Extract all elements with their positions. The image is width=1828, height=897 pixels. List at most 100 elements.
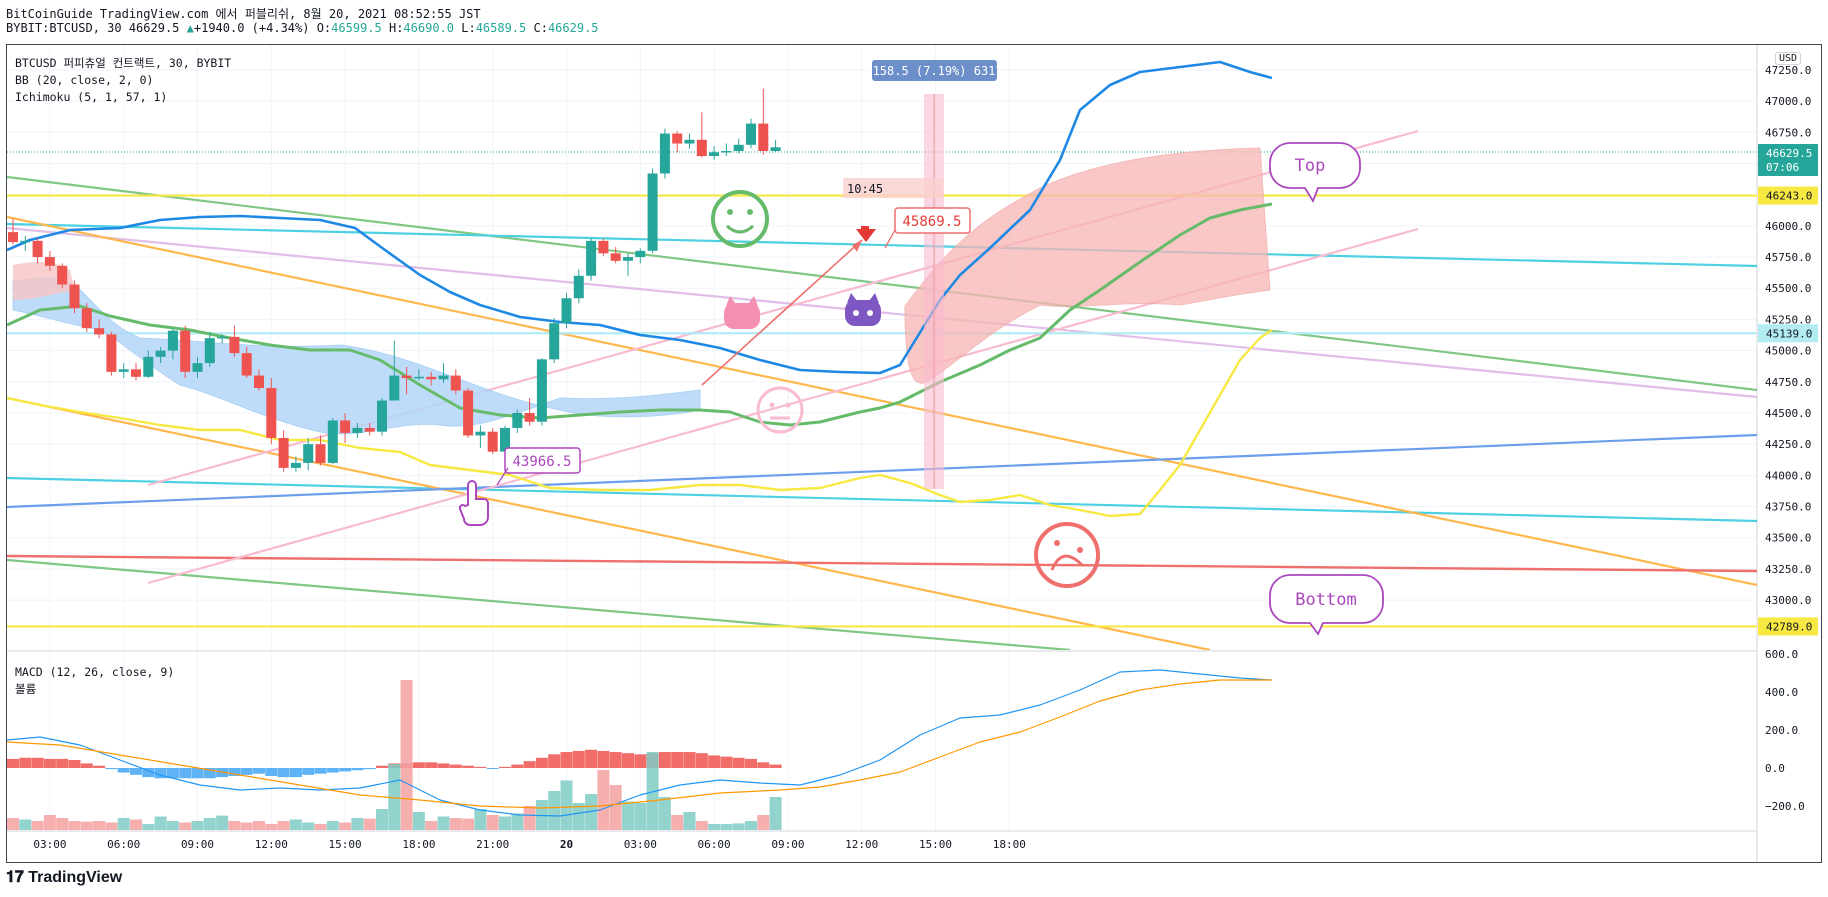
volume-bar bbox=[105, 822, 118, 830]
annotations: 3158.5 (7.19%) 6317 10:45 45869.5 43966.5 To… bbox=[458, 60, 1384, 636]
bottom-label: Bottom bbox=[1295, 590, 1356, 610]
candle-up bbox=[143, 356, 154, 377]
volume-bar bbox=[572, 803, 585, 830]
macd-histogram-bar bbox=[671, 752, 684, 768]
macd-histogram-bar bbox=[572, 750, 585, 768]
volume-bar bbox=[412, 812, 425, 830]
cloud-bearish-right bbox=[904, 147, 1271, 384]
macd-axis-label: 600.0 bbox=[1765, 648, 1798, 661]
candle-down bbox=[131, 369, 141, 377]
candle-up bbox=[20, 240, 31, 243]
volume-bar bbox=[203, 818, 216, 830]
price-axis-label: 43000.0 bbox=[1765, 594, 1811, 607]
candle-down bbox=[266, 388, 277, 438]
candle-up bbox=[438, 375, 449, 380]
volume-bar bbox=[265, 824, 278, 830]
trendlines bbox=[7, 129, 1757, 650]
candle-down bbox=[94, 328, 105, 335]
currency-button[interactable]: USD bbox=[1775, 52, 1802, 65]
candle-up bbox=[586, 240, 597, 276]
macd-histogram-bar bbox=[68, 760, 81, 768]
high-value: 46690.0 bbox=[403, 21, 454, 35]
volume-bar bbox=[166, 821, 179, 830]
price-label-box bbox=[894, 207, 971, 234]
purple-cat-eye bbox=[853, 310, 859, 316]
price-axis-label: 43500.0 bbox=[1765, 532, 1811, 545]
volume-bar bbox=[142, 824, 155, 830]
macd-histogram-bar bbox=[19, 757, 32, 768]
candle-down bbox=[340, 420, 351, 433]
macd-histogram-bar bbox=[658, 752, 671, 768]
signal-line bbox=[7, 679, 1272, 809]
candle-down bbox=[672, 133, 683, 144]
trendline-orange-upper bbox=[7, 215, 1757, 587]
volume-bar bbox=[511, 813, 524, 830]
candle-down bbox=[32, 240, 43, 258]
volume-bar bbox=[757, 815, 770, 830]
volume-bar bbox=[449, 818, 462, 830]
legend-macd[interactable]: MACD (12, 26, close, 9) bbox=[15, 665, 175, 679]
arrow-head bbox=[852, 240, 862, 252]
macd-histogram-bar bbox=[289, 768, 302, 778]
volume-bar bbox=[302, 822, 315, 830]
candle-up bbox=[512, 412, 523, 428]
macd-histogram-bar bbox=[240, 768, 253, 775]
open-value: 46599.5 bbox=[331, 21, 382, 35]
candle-down bbox=[81, 308, 92, 329]
macd-histogram-bar bbox=[683, 752, 696, 768]
trendline-cyan-lower bbox=[7, 476, 1757, 523]
candle-up bbox=[204, 338, 215, 364]
legend-volume[interactable]: 볼륨 bbox=[15, 682, 37, 696]
red-down-arrow-stem bbox=[861, 226, 869, 232]
volume-bar bbox=[43, 815, 56, 830]
volume-bar bbox=[314, 824, 327, 830]
candle-up bbox=[573, 275, 584, 299]
legend-title[interactable]: BTCUSD 퍼피츄얼 컨트랙트, 30, BYBIT bbox=[15, 56, 232, 70]
up-arrow-icon: ▲ bbox=[186, 21, 194, 35]
last-price-tag bbox=[1758, 144, 1818, 176]
candle-down bbox=[57, 265, 68, 285]
bollinger-upper-band bbox=[7, 60, 1273, 375]
trendline-lilac bbox=[7, 226, 1757, 399]
red-down-arrow-icon bbox=[856, 229, 876, 242]
time-axis-label: 06:00 bbox=[698, 838, 731, 851]
price-axis-label: 45000.0 bbox=[1765, 345, 1811, 358]
volume-bar bbox=[351, 818, 364, 830]
level-price-text: 45139.0 bbox=[1766, 327, 1812, 340]
candle-up bbox=[192, 363, 203, 372]
volume-bar bbox=[437, 816, 450, 830]
low-label: 43966.5 bbox=[512, 454, 571, 470]
candle-up bbox=[118, 369, 129, 372]
candle-up bbox=[684, 139, 695, 144]
volume-bar bbox=[425, 821, 438, 830]
candle-up bbox=[155, 350, 166, 357]
tradingview-logo[interactable]: 𝟏𝟕 TradingView bbox=[6, 869, 122, 887]
macd-histogram-bar bbox=[7, 758, 19, 768]
macd-histogram-bar bbox=[499, 766, 511, 768]
macd-histogram-bar bbox=[511, 764, 524, 768]
candle-down bbox=[364, 427, 375, 432]
candle-up bbox=[647, 173, 658, 251]
legend-bb[interactable]: BB (20, close, 2, 0) bbox=[15, 73, 154, 87]
volume-bar bbox=[720, 824, 733, 830]
time-axis-label: 15:00 bbox=[329, 838, 362, 851]
candle-down bbox=[241, 353, 252, 376]
macd-histogram-bar bbox=[253, 768, 265, 774]
price-axis-label: 44750.0 bbox=[1765, 376, 1811, 389]
macd-histogram-bar bbox=[154, 768, 167, 779]
macd-legend: MACD (12, 26, close, 9) 볼륨 bbox=[15, 664, 174, 698]
macd-histogram-bar bbox=[117, 768, 130, 773]
macd-histogram-bar bbox=[166, 768, 179, 779]
candle-down bbox=[463, 390, 474, 436]
macd-axis-label: 400.0 bbox=[1765, 686, 1798, 699]
macd-histogram-bar bbox=[93, 765, 106, 768]
candle-down bbox=[401, 375, 412, 379]
purple-cat-ear bbox=[847, 293, 857, 303]
time-axis-label: 03:00 bbox=[624, 838, 657, 851]
bottom-bubble bbox=[1269, 574, 1384, 636]
macd-histogram-bar bbox=[609, 752, 622, 768]
legend-ichimoku[interactable]: Ichimoku (5, 1, 57, 1) bbox=[15, 90, 168, 104]
price-axis-label: 47250.0 bbox=[1765, 64, 1811, 77]
candle-up bbox=[623, 257, 633, 261]
